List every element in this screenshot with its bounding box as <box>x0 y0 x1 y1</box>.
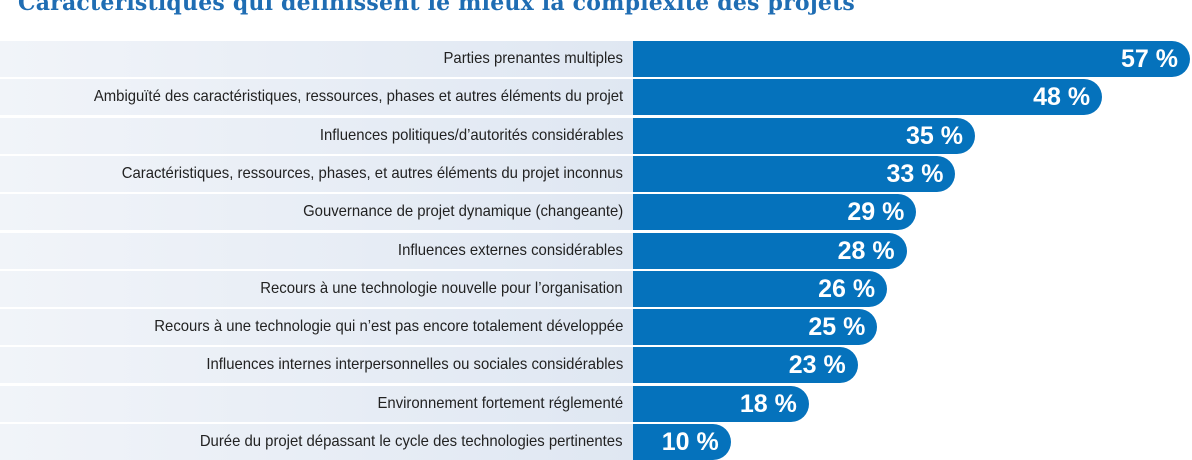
data-label: 57 % <box>1121 45 1178 73</box>
bar: 57 % <box>633 41 1190 77</box>
category-label: Parties prenantes multiples <box>443 50 623 67</box>
data-label: 18 % <box>739 389 797 418</box>
category-label-bg: Recours à une technologie nouvelle pour … <box>0 270 633 307</box>
category-label-bg: Gouvernance de projet dynamique (changea… <box>0 194 633 231</box>
category-label: Influences politiques/d’autorités consid… <box>319 126 623 144</box>
data-label: 35 % <box>906 121 964 150</box>
bar-row: Environnement fortement réglementé 18 % <box>0 385 1192 422</box>
data-label: 10 % <box>661 428 719 456</box>
data-label: 28 % <box>837 236 895 265</box>
category-label: Environnement fortement réglementé <box>377 394 623 412</box>
category-label-bg: Ambiguïté des caractéristiques, ressourc… <box>0 79 633 116</box>
bar-row: Influences internes interpersonnelles ou… <box>0 347 1192 384</box>
bar: 28 % <box>633 232 907 269</box>
bar: 29 % <box>633 194 917 231</box>
category-label-bg: Parties prenantes multiples <box>0 41 633 77</box>
data-label: 33 % <box>886 159 944 188</box>
category-label: Recours à une technologie nouvelle pour … <box>260 279 623 297</box>
category-label: Influences internes interpersonnelles ou… <box>206 356 623 374</box>
bar: 25 % <box>633 309 878 346</box>
data-label: 48 % <box>1033 83 1091 112</box>
bar: 33 % <box>633 155 956 192</box>
data-label: 29 % <box>847 198 905 227</box>
bar: 26 % <box>633 270 888 307</box>
category-label-bg: Influences internes interpersonnelles ou… <box>0 347 633 384</box>
bar: 48 % <box>633 79 1103 116</box>
bar-row: Caractéristiques, ressources, phases, et… <box>0 155 1192 192</box>
bar-row: Durée du projet dépassant le cycle des t… <box>0 424 1192 460</box>
category-label: Durée du projet dépassant le cycle des t… <box>200 433 623 450</box>
category-label: Influences externes considérables <box>398 241 623 259</box>
category-label-bg: Caractéristiques, ressources, phases, et… <box>0 155 633 192</box>
category-label-bg: Influences externes considérables <box>0 232 633 269</box>
bar-row: Recours à une technologie nouvelle pour … <box>0 270 1192 307</box>
bar-row: Parties prenantes multiples 57 % <box>0 41 1192 77</box>
data-label: 26 % <box>818 274 876 303</box>
bar-row: Influences externes considérables 28 % <box>0 232 1192 269</box>
category-label: Gouvernance de projet dynamique (changea… <box>302 203 623 221</box>
bar-row: Influences politiques/d’autorités consid… <box>0 117 1192 154</box>
category-label: Caractéristiques, ressources, phases, et… <box>121 164 623 182</box>
chart-title: Caractéristiques qui définissent le mieu… <box>18 0 856 16</box>
bar: 18 % <box>633 385 809 422</box>
bar-row: Ambiguïté des caractéristiques, ressourc… <box>0 79 1192 116</box>
category-label-bg: Influences politiques/d’autorités consid… <box>0 117 633 154</box>
category-label: Recours à une technologie qui n’est pas … <box>153 318 623 336</box>
bar-row: Recours à une technologie qui n’est pas … <box>0 309 1192 346</box>
bar-row: Gouvernance de projet dynamique (changea… <box>0 194 1192 231</box>
category-label-bg: Durée du projet dépassant le cycle des t… <box>0 424 633 460</box>
category-label: Ambiguïté des caractéristiques, ressourc… <box>93 88 623 106</box>
bar: 35 % <box>633 117 976 154</box>
category-label-bg: Environnement fortement réglementé <box>0 385 633 422</box>
bar: 10 % <box>633 424 731 460</box>
bar: 23 % <box>633 347 858 384</box>
data-label: 25 % <box>808 313 866 342</box>
data-label: 23 % <box>788 351 846 380</box>
category-label-bg: Recours à une technologie qui n’est pas … <box>0 309 633 346</box>
